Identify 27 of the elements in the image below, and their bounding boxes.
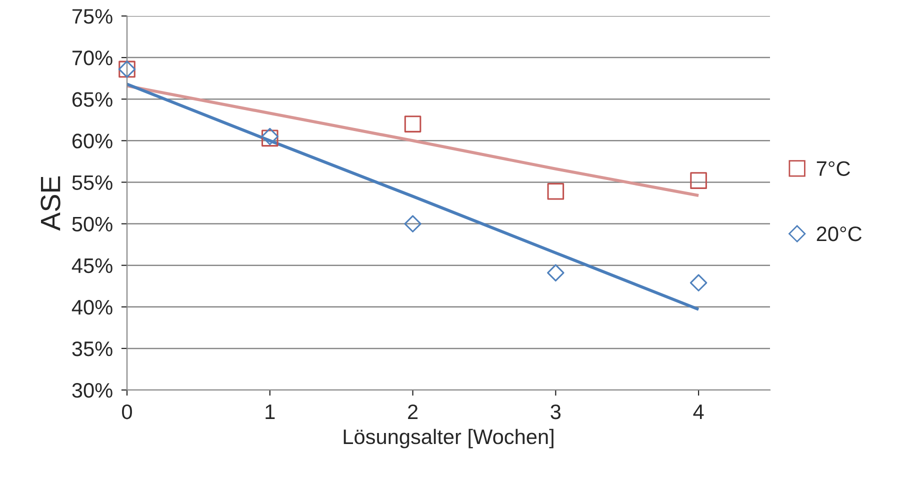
legend-label: 20°C <box>816 226 862 242</box>
y-tick-label: 35% <box>72 341 112 356</box>
line-series <box>125 82 700 311</box>
line-series <box>125 84 700 198</box>
y-tick-label: 55% <box>72 175 112 190</box>
y-tick-label: 40% <box>72 300 112 315</box>
point <box>547 182 564 200</box>
point <box>404 116 422 132</box>
y-axis-title: ASE <box>40 176 60 231</box>
y-tick-label: 65% <box>72 92 112 107</box>
y-tick-label: 75% <box>72 9 112 24</box>
point <box>690 172 707 189</box>
x-tick-label: 3 <box>550 404 561 420</box>
x-tick-label: 2 <box>408 404 418 419</box>
y-tick-label: 45% <box>72 258 112 274</box>
y-tick-label: 50% <box>72 216 112 232</box>
point <box>404 215 422 232</box>
x-tick-label: 0 <box>122 404 132 420</box>
y-tick-label: 60% <box>72 134 112 148</box>
x-axis-title: Lösungsalter [Wochen] <box>344 428 554 448</box>
point <box>690 274 708 292</box>
point <box>547 264 564 282</box>
x-tick-label: 4 <box>693 404 704 419</box>
y-tick-label: 30% <box>72 383 112 398</box>
legend-label: 7°C <box>816 161 850 176</box>
x-tick-label: 1 <box>266 404 275 419</box>
y-tick-label: 70% <box>72 50 112 66</box>
